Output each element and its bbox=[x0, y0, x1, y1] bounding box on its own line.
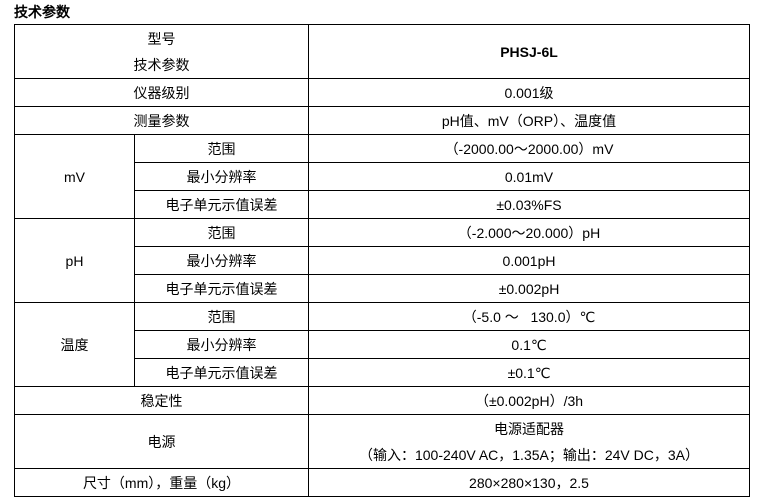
table-row: 型号技术参数 PHSJ-6L bbox=[14, 24, 750, 79]
row-value: ±0.1℃ bbox=[308, 358, 750, 387]
table-row: 尺寸（mm），重量（kg） 280×280×130，2.5 bbox=[14, 468, 750, 497]
row-label: 范围 bbox=[134, 218, 309, 247]
group-label: mV bbox=[14, 134, 135, 219]
spec-table: 型号技术参数 PHSJ-6L 仪器级别 0.001级 测量参数 pH值、mV（ORP… bbox=[14, 24, 750, 497]
table-row: 最小分辨率 0.01mV bbox=[15, 162, 750, 191]
power-value-cell: 电源适配器 （输入：100-240V AC，1.35A；输出：24V DC，3A） bbox=[308, 414, 750, 469]
table-row: 电子单元示值误差 ±0.03%FS bbox=[15, 190, 750, 219]
row-value: 0.1℃ bbox=[308, 330, 750, 359]
row-value: ±0.002pH bbox=[308, 274, 750, 303]
row-value: （±0.002pH）/3h bbox=[308, 386, 750, 415]
model-value: PHSJ-6L bbox=[308, 24, 750, 79]
row-label: 稳定性 bbox=[14, 386, 309, 415]
model-label: 型号 bbox=[147, 30, 176, 47]
row-value: 0.01mV bbox=[308, 162, 750, 191]
row-value: 0.001pH bbox=[308, 246, 750, 275]
table-row: 最小分辨率 0.001pH bbox=[15, 246, 750, 275]
row-label: 最小分辨率 bbox=[134, 162, 309, 191]
row-value: ±0.03%FS bbox=[308, 190, 750, 219]
table-row: pH 范围 （-2.000～20.000）pH bbox=[14, 218, 750, 303]
table-row: 电源 电源适配器 （输入：100-240V AC，1.35A；输出：24V DC，3… bbox=[14, 414, 750, 469]
table-row: 电子单元示值误差 ±0.002pH bbox=[15, 274, 750, 303]
row-label: 最小分辨率 bbox=[134, 246, 309, 275]
row-value: （-5.0 ～ 130.0）℃ bbox=[308, 302, 750, 331]
row-value: （-2000.00～2000.00）mV bbox=[308, 134, 750, 163]
table-row: 温度 范围 （-5.0 ～ 130.0）℃ bbox=[14, 302, 750, 387]
row-label: 电子单元示值误差 bbox=[134, 274, 309, 303]
power-value-line1: 电源适配器 bbox=[494, 420, 564, 437]
table-row: 仪器级别 0.001级 bbox=[14, 78, 750, 107]
group-label: pH bbox=[14, 218, 135, 303]
row-label: 电源 bbox=[14, 414, 309, 469]
row-label: 范围 bbox=[134, 134, 309, 163]
table-row: 测量参数 pH值、mV（ORP）、温度值 bbox=[14, 106, 750, 135]
header-label-cell: 型号 技术参数 bbox=[14, 24, 309, 79]
group-label: 温度 bbox=[14, 302, 135, 387]
section-title: 技术参数 bbox=[14, 4, 70, 20]
row-label: 仪器级别 bbox=[14, 78, 309, 107]
table-row: 最小分辨率 0.1℃ bbox=[15, 330, 750, 359]
row-value: 280×280×130，2.5 bbox=[308, 468, 750, 497]
row-label: 电子单元示值误差 bbox=[134, 358, 309, 387]
row-value: pH值、mV（ORP）、温度值 bbox=[308, 106, 750, 135]
row-value: （-2.000～20.000）pH bbox=[308, 218, 750, 247]
table-row: mV 范围 （-2000.00～2000.00）mV bbox=[14, 134, 750, 219]
row-label: 电子单元示值误差 bbox=[134, 190, 309, 219]
row-label: 测量参数 bbox=[14, 106, 309, 135]
row-label: 尺寸（mm），重量（kg） bbox=[14, 468, 309, 497]
params-label: 技术参数 bbox=[133, 56, 190, 73]
row-label: 范围 bbox=[134, 302, 309, 331]
row-value: 0.001级 bbox=[308, 78, 750, 107]
table-row: 稳定性 （±0.002pH）/3h bbox=[14, 386, 750, 415]
table-row: 电子单元示值误差 ±0.1℃ bbox=[15, 358, 750, 387]
power-value-line2: （输入：100-240V AC，1.35A；输出：24V DC，3A） bbox=[358, 446, 699, 463]
row-label: 最小分辨率 bbox=[134, 330, 309, 359]
